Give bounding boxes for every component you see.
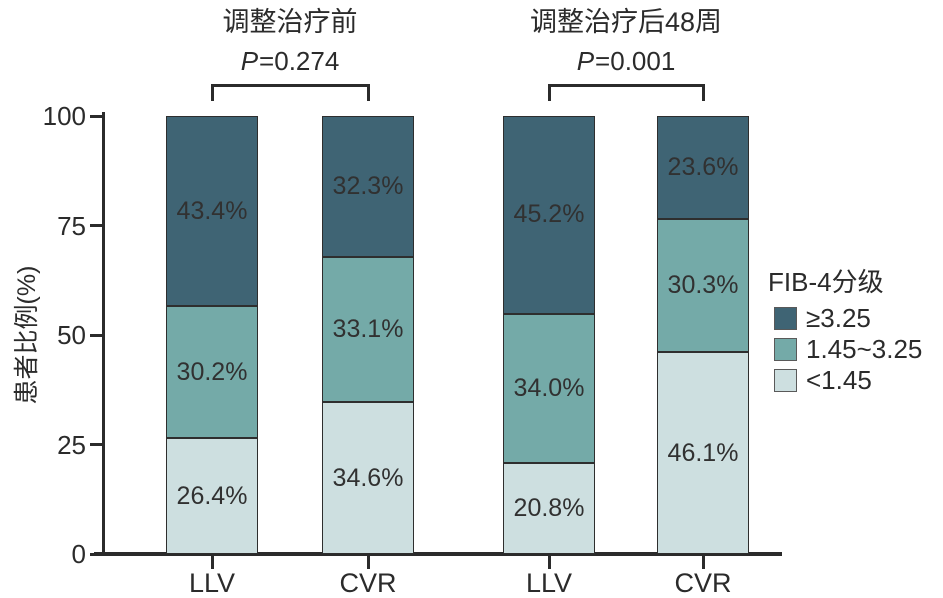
legend-item-label: <1.45 xyxy=(806,365,872,395)
bar-segment: 26.4% xyxy=(166,438,258,554)
bar-segment-label: 43.4% xyxy=(176,196,248,225)
bar-segment-label: 34.6% xyxy=(332,463,404,492)
legend-swatch xyxy=(774,368,797,392)
x-axis-line xyxy=(94,552,782,556)
y-axis-tick-label: 50 xyxy=(57,320,86,350)
legend-items: ≥3.25 1.45~3.25 <1.45 xyxy=(768,303,923,395)
significance-bracket-end xyxy=(701,84,705,101)
bar-segment-label: 26.4% xyxy=(176,481,248,510)
group-title: 调整治疗后48周 xyxy=(529,7,723,37)
bar-segment: 30.2% xyxy=(166,306,258,439)
significance-bracket-end xyxy=(547,84,551,101)
y-axis-tick xyxy=(90,552,104,556)
x-axis-tick xyxy=(547,556,551,569)
legend: FIB-4分级 ≥3.25 1.45~3.25 <1.45 xyxy=(768,266,922,399)
legend-item-label: ≥3.25 xyxy=(806,303,871,333)
x-axis-tick-label: CVR xyxy=(674,568,732,598)
y-axis-tick xyxy=(90,224,104,227)
bar-segment-label: 34.0% xyxy=(513,373,585,402)
y-axis-tick-label: 25 xyxy=(57,429,86,460)
legend-item: <1.45 xyxy=(774,365,922,395)
y-axis-tick xyxy=(90,114,104,118)
x-axis-tick xyxy=(210,556,214,569)
bar-segment-label: 30.3% xyxy=(667,271,739,300)
bar-segment-label: 30.2% xyxy=(176,357,248,386)
x-axis-tick xyxy=(366,556,370,569)
bar-segment: 34.6% xyxy=(322,402,414,554)
legend-item: 1.45~3.25 xyxy=(774,334,923,364)
bar-segment-label: 46.1% xyxy=(667,438,739,467)
significance-bracket xyxy=(547,84,705,87)
y-axis-tick-label: 100 xyxy=(42,101,86,131)
p-value-label: P=0.001 xyxy=(576,46,676,76)
significance-bracket-end xyxy=(210,84,214,101)
legend-swatch xyxy=(774,306,797,330)
bar-segment: 45.2% xyxy=(503,116,595,314)
bar-segment-label: 45.2% xyxy=(513,200,585,229)
bar-segment: 33.1% xyxy=(322,257,414,403)
bar-segment: 46.1% xyxy=(657,352,749,554)
x-axis-tick-label: LLV xyxy=(188,568,236,598)
y-axis-tick xyxy=(90,333,104,337)
bar-segment: 43.4% xyxy=(166,116,258,307)
legend-item-label: 1.45~3.25 xyxy=(806,334,923,364)
significance-bracket-end xyxy=(366,84,370,101)
bar-segment-label: 33.1% xyxy=(332,315,404,344)
bar-segment: 20.8% xyxy=(503,462,595,554)
p-value-label: P=0.274 xyxy=(240,46,340,76)
x-axis-tick-label: CVR xyxy=(339,568,397,598)
y-axis-tick-label: 75 xyxy=(57,210,86,241)
bar-segment: 32.3% xyxy=(322,116,414,258)
bar-segment: 30.3% xyxy=(657,219,749,353)
x-axis-tick-label: LLV xyxy=(525,568,573,598)
bar-segment-label: 23.6% xyxy=(667,153,739,182)
x-axis-tick xyxy=(701,556,705,569)
y-axis-tick-label: 0 xyxy=(71,539,86,569)
bar-segment-label: 20.8% xyxy=(513,493,585,522)
legend-title: FIB-4分级 xyxy=(768,267,884,297)
bar-segment-label: 32.3% xyxy=(332,172,404,201)
y-axis-tick xyxy=(90,443,104,446)
group-title: 调整治疗前 xyxy=(222,7,358,37)
significance-bracket xyxy=(210,84,370,87)
bar-segment: 23.6% xyxy=(657,116,749,220)
legend-item: ≥3.25 xyxy=(774,303,922,333)
legend-swatch xyxy=(774,337,797,361)
bar-segment: 34.0% xyxy=(503,313,595,463)
